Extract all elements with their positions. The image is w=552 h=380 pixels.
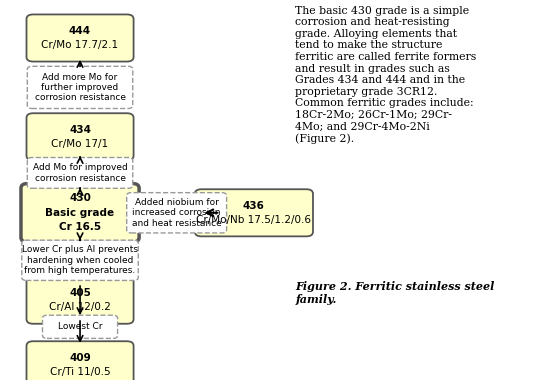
FancyBboxPatch shape <box>22 240 138 280</box>
FancyBboxPatch shape <box>27 66 132 109</box>
Text: Cr/Mo 17/1: Cr/Mo 17/1 <box>51 139 109 149</box>
Text: Cr/Mo 17.7/2.1: Cr/Mo 17.7/2.1 <box>41 40 119 50</box>
Text: Added niobium for
increased corrosion
and heat resistance: Added niobium for increased corrosion an… <box>132 198 221 228</box>
FancyBboxPatch shape <box>26 277 134 324</box>
Text: Add more Mo for
further improved
corrosion resistance: Add more Mo for further improved corrosi… <box>35 73 125 102</box>
Text: 430: 430 <box>69 193 91 203</box>
Text: Add Mo for improved
corrosion resistance: Add Mo for improved corrosion resistance <box>33 163 128 183</box>
FancyBboxPatch shape <box>26 113 134 160</box>
Text: 409: 409 <box>69 353 91 363</box>
Text: Figure 2. Ferritic stainless steel
family.: Figure 2. Ferritic stainless steel famil… <box>295 281 495 305</box>
Text: Basic grade: Basic grade <box>45 208 115 218</box>
Text: Lower Cr plus Al prevents
hardening when cooled
from high temperatures.: Lower Cr plus Al prevents hardening when… <box>22 245 138 275</box>
FancyBboxPatch shape <box>126 193 226 233</box>
FancyBboxPatch shape <box>21 184 139 242</box>
Text: Cr/Al 12/0.2: Cr/Al 12/0.2 <box>49 302 111 312</box>
Text: 444: 444 <box>69 26 91 36</box>
Text: Cr/Mo/Nb 17.5/1.2/0.6: Cr/Mo/Nb 17.5/1.2/0.6 <box>197 215 311 225</box>
Text: 436: 436 <box>243 201 265 211</box>
FancyBboxPatch shape <box>27 157 132 188</box>
FancyBboxPatch shape <box>26 14 134 62</box>
FancyBboxPatch shape <box>43 315 118 338</box>
Text: Cr 16.5: Cr 16.5 <box>59 222 101 232</box>
Text: Cr/Ti 11/0.5: Cr/Ti 11/0.5 <box>50 367 110 377</box>
Text: 405: 405 <box>69 288 91 298</box>
Text: Lowest Cr: Lowest Cr <box>58 322 102 331</box>
FancyBboxPatch shape <box>195 189 313 236</box>
FancyBboxPatch shape <box>26 341 134 380</box>
Text: The basic 430 grade is a simple
corrosion and heat-resisting
grade. Alloying ele: The basic 430 grade is a simple corrosio… <box>295 6 476 144</box>
Text: 434: 434 <box>69 125 91 135</box>
